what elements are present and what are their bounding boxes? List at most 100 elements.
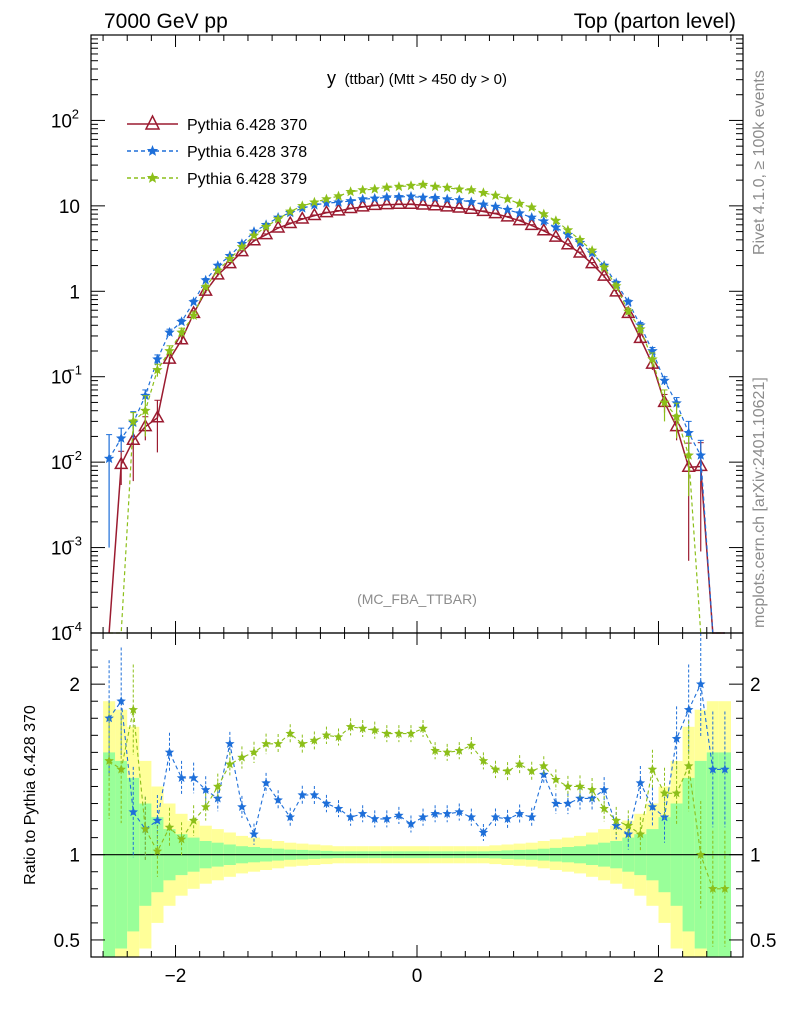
data-point [560, 236, 576, 250]
ratio-point [647, 801, 658, 811]
ratio-point [418, 723, 428, 733]
x-tick-label: −2 [165, 966, 187, 987]
ratio-point [599, 784, 609, 794]
legend-marker-378 [146, 145, 159, 156]
data-point [176, 326, 187, 337]
data-point [212, 260, 223, 270]
data-point [331, 202, 346, 216]
data-point [609, 284, 624, 297]
data-point [548, 229, 563, 242]
ratio-point [200, 784, 211, 794]
y-tick-exponent: −3 [67, 534, 82, 549]
ratio-point [309, 735, 320, 745]
ratio-point [563, 781, 573, 791]
legend-star-378 [146, 145, 159, 156]
ratio-point [635, 829, 646, 839]
data-point [623, 306, 634, 316]
data-point [405, 190, 417, 201]
data-point [403, 196, 419, 210]
y-tick-exponent: −2 [67, 448, 82, 463]
ratio-point [370, 725, 380, 735]
chart-title-rest: (ttbar) (Mtt > 450 dy > 0) [344, 71, 507, 88]
data-point [490, 201, 501, 212]
data-point [103, 453, 115, 464]
ratio-point [683, 704, 694, 714]
data-point [526, 212, 537, 222]
legend-entry-379: Pythia 6.428 379 [127, 171, 307, 188]
ratio-point [237, 801, 247, 811]
ratio-point [382, 728, 392, 738]
ratio-point [249, 747, 259, 757]
ratio-point [490, 764, 501, 774]
data-point [164, 345, 175, 356]
ratio-point [176, 772, 187, 782]
ratio-point [587, 784, 597, 794]
rivet-label: Rivet 4.1.0, ≥ 100k events [751, 70, 768, 255]
data-point [140, 405, 151, 416]
ratio-point [502, 813, 513, 823]
ratio-point [514, 759, 525, 769]
ratio-point [418, 812, 428, 822]
ratio-point [466, 812, 477, 822]
ratio-tick-label-right: 1 [750, 846, 761, 867]
data-point [538, 215, 549, 226]
y-tick-label: 1 [69, 282, 80, 303]
legend-marker-379 [146, 172, 159, 183]
ratio-point [623, 820, 634, 830]
ratio-point [333, 732, 344, 742]
data-point [333, 196, 344, 207]
ratio-point [345, 812, 356, 822]
data-point [683, 449, 694, 460]
data-point [478, 198, 489, 209]
ratio-point [321, 798, 332, 808]
data-point [188, 310, 199, 320]
data-point [176, 316, 187, 327]
y-tick-label: 10 [59, 197, 80, 218]
ratio-point [526, 766, 537, 776]
data-point [659, 396, 670, 407]
ratio-point [478, 827, 489, 837]
y-tick-label: 10−3 [51, 534, 82, 560]
y-tick-exponent: −4 [67, 619, 82, 634]
ratio-point [297, 738, 308, 748]
y-tick-label: 10−2 [51, 448, 82, 474]
data-point [260, 221, 272, 232]
data-point [490, 190, 501, 200]
series-370 [108, 196, 725, 634]
analysis-label: (MC_FBA_TTBAR) [357, 591, 477, 607]
data-point [524, 217, 539, 231]
data-point [633, 330, 648, 344]
header-left: 7000 GeV pp [104, 10, 228, 33]
data-point [623, 296, 634, 307]
data-point [454, 194, 465, 205]
data-point [369, 193, 380, 203]
ratio-tick-label: 2 [69, 675, 80, 696]
ratio-uncertainty-bands [91, 701, 743, 957]
ratio-point [225, 759, 235, 769]
ratio-point [104, 755, 114, 765]
ratio-point [382, 813, 392, 823]
ratio-point [273, 795, 283, 805]
data-point [248, 230, 260, 240]
data-point [647, 353, 658, 364]
data-point [659, 375, 670, 386]
ratio-point [647, 764, 658, 774]
ratio-point [128, 807, 138, 817]
legend-entry-370: Pythia 6.428 370 [127, 114, 307, 134]
ratio-point [514, 808, 525, 818]
ratio-point [599, 803, 609, 813]
x-tick-label: 0 [412, 966, 423, 987]
ratio-point [551, 798, 561, 808]
ratio-point [683, 761, 694, 771]
data-point [454, 183, 465, 194]
header-right: Top (parton level) [574, 10, 736, 33]
data-point [271, 220, 286, 233]
ratio-point [430, 808, 440, 818]
ratio-point [321, 730, 332, 740]
data-point [174, 331, 189, 345]
data-point [345, 186, 356, 197]
ratio-point [394, 728, 404, 738]
ratio-point [357, 808, 368, 818]
ratio-series [104, 633, 730, 947]
series-379 [109, 179, 725, 634]
